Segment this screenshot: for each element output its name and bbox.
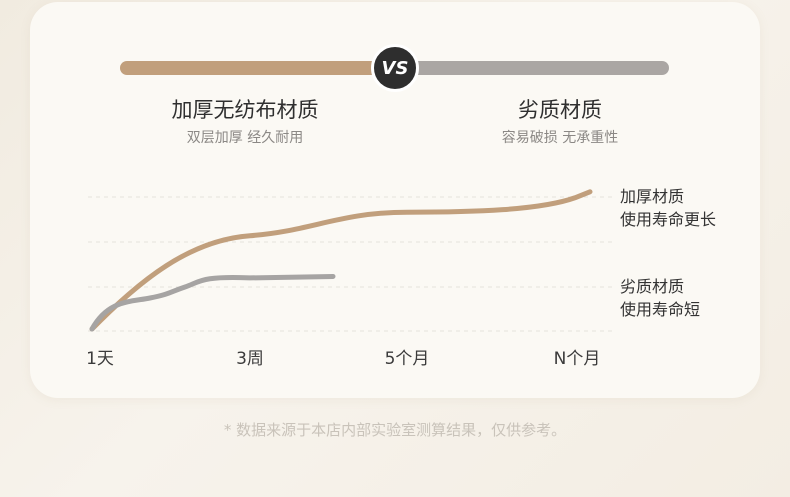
series-label: 使用寿命短	[620, 300, 700, 319]
series-line-quality	[89, 189, 593, 332]
series-label: 加厚材质	[620, 187, 684, 206]
quality-title: 加厚无纺布材质	[171, 98, 319, 122]
x-tick-label: 3周	[236, 349, 264, 369]
series-label: 使用寿命更长	[620, 210, 716, 229]
vs-badge: VS	[371, 44, 419, 92]
quality-subtitle: 双层加厚 经久耐用	[186, 130, 304, 146]
series-label: 劣质材质	[620, 277, 684, 296]
quality-bar	[120, 61, 385, 75]
inferior-bar	[405, 61, 669, 75]
series-line-inferior	[89, 273, 336, 332]
footnote: * 数据来源于本店内部实验室测算结果，仅供参考。	[223, 421, 567, 439]
x-tick-label: N个月	[554, 349, 601, 369]
x-tick-label: 1天	[86, 349, 114, 369]
x-axis-ticks: 1天 3周 5个月 N个月	[86, 349, 600, 369]
x-tick-label: 5个月	[385, 349, 430, 369]
inferior-subtitle: 容易破损 无承重性	[501, 130, 619, 146]
inferior-title: 劣质材质	[518, 98, 602, 122]
